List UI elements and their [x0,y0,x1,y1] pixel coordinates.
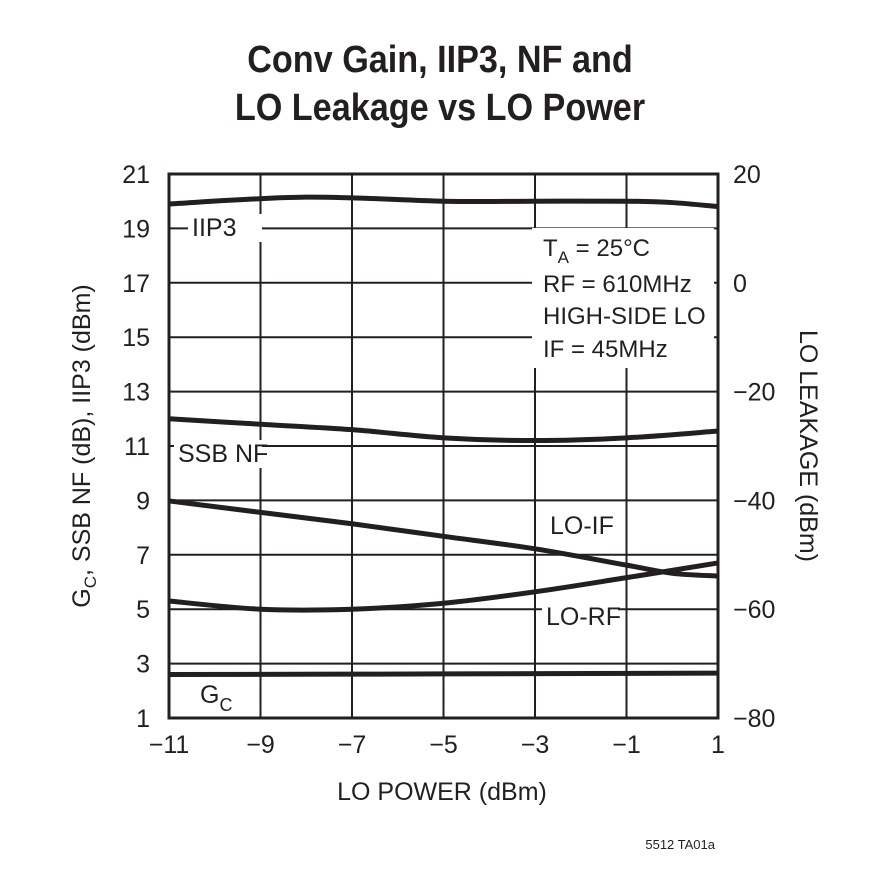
series-line-gc [168,670,719,677]
left-tick-label: 13 [122,379,150,407]
left-axis-label: GC, SSB NF (dB), IIP3 (dBm) [68,284,100,607]
x-tick-label: −1 [612,731,641,759]
left-tick-label: 19 [122,215,150,243]
annotation-line: RF = 610MHz [543,271,692,298]
ssb-nf-label: SSB NF [178,440,268,468]
annotation-line: IF = 45MHz [543,336,668,363]
series-line-iip [168,194,719,210]
left-tick-label: 3 [136,651,150,679]
right-tick-label: −40 [733,487,775,515]
lo-rf-label-bg [542,603,618,631]
right-tick-label: 0 [733,270,747,298]
lo-if-label-bg [546,512,620,540]
x-axis-label: LO POWER (dBm) [337,778,547,806]
right-tick-label: −60 [733,596,775,624]
left-tick-label: 5 [136,596,150,624]
gc-label-bg [196,681,232,709]
ssb-nf-label-bg [174,440,262,468]
left-tick-label: 11 [124,433,150,461]
right-tick-label: −80 [733,705,775,733]
chart-title-line2: LO Leakage vs LO Power [235,85,645,128]
right-tick-label: 20 [733,161,761,189]
x-tick-label: −5 [429,731,458,759]
left-tick-label: 7 [136,542,150,570]
left-tick-label: 21 [122,161,150,189]
lo-rf-label: LO-RF [546,603,621,631]
x-tick-label: −9 [246,731,275,759]
left-tick-label: 1 [136,705,150,733]
right-tick-label: −20 [733,379,775,407]
series-line-ssbnf [168,416,719,444]
x-tick-label: −7 [338,731,367,759]
lo-if-label: LO-IF [550,512,614,540]
annotation-line: HIGH-SIDE LO [543,303,706,330]
iip3-label: IIP3 [192,214,236,242]
x-tick-label: −3 [521,731,550,759]
left-tick-label: 17 [122,270,150,298]
x-tick-label: 1 [711,731,725,759]
annotation-bg [532,228,714,368]
iip3-label-bg [188,214,262,242]
series-line-lorf [168,560,719,613]
right-axis-label: LO LEAKAGE (dBm) [794,330,822,562]
footnote: 5512 TA01a [645,837,715,852]
plot-frame [167,172,720,720]
x-tick-label: −11 [149,731,190,759]
chart-title-line1: Conv Gain, IIP3, NF and [247,37,632,80]
left-tick-label: 15 [122,324,150,352]
left-tick-label: 9 [136,487,150,515]
